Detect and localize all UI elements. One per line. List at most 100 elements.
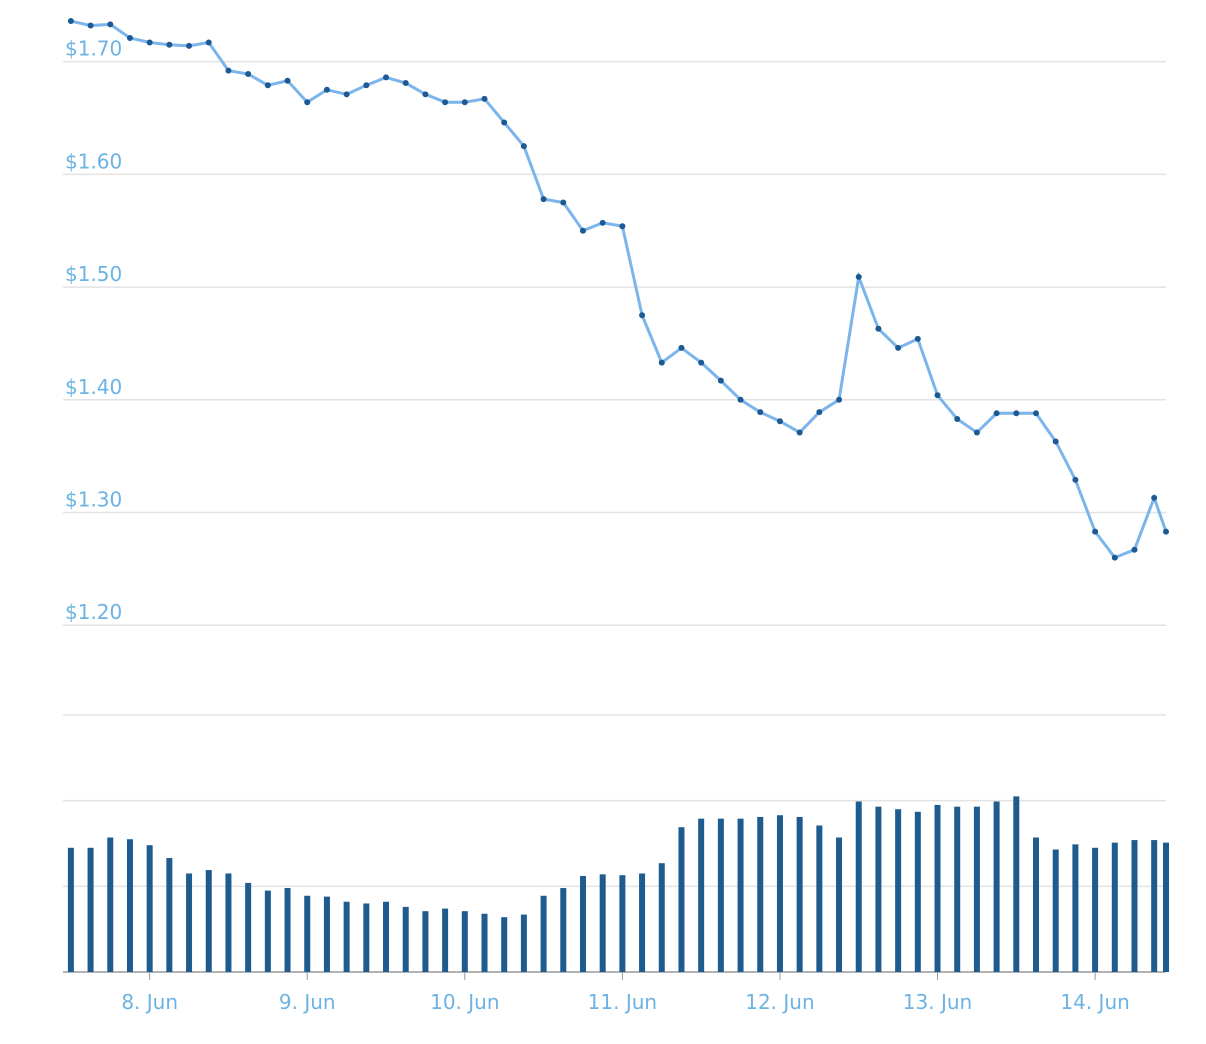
volume-bar <box>383 901 390 972</box>
volume-bar <box>658 863 665 972</box>
volume-bar <box>973 806 980 972</box>
price-point <box>816 409 823 416</box>
price-point <box>1013 410 1020 417</box>
volume-bar <box>1151 840 1158 972</box>
price-point <box>855 273 862 280</box>
volume-bar <box>1131 840 1138 972</box>
price-point <box>402 80 409 87</box>
price-point <box>934 392 941 399</box>
volume-bar <box>993 801 1000 972</box>
volume-bar <box>1163 842 1169 972</box>
price-point <box>757 409 764 416</box>
volume-bar <box>87 847 94 972</box>
price-point <box>323 86 330 93</box>
y-tick-label: $1.60 <box>65 149 122 173</box>
price-point <box>678 344 685 351</box>
volume-bar <box>422 911 429 972</box>
x-tick-label: 9. Jun <box>279 990 336 1014</box>
price-point <box>304 99 311 106</box>
price-point <box>481 95 488 102</box>
volume-bar <box>146 845 153 972</box>
x-tick-label: 8. Jun <box>121 990 178 1014</box>
price-point <box>639 312 646 319</box>
price-point <box>205 39 212 46</box>
y-tick-label: $1.50 <box>65 262 122 286</box>
volume-bar <box>599 874 606 972</box>
volume-bar <box>304 895 311 972</box>
price-point <box>895 344 902 351</box>
price-point <box>422 91 429 98</box>
price-point <box>1033 410 1040 417</box>
volume-bar <box>836 837 843 972</box>
price-point <box>1151 494 1158 501</box>
volume-bar <box>1072 844 1079 972</box>
volume-bar <box>166 858 173 972</box>
volume-bar <box>954 806 961 972</box>
price-point <box>363 82 370 89</box>
price-point <box>1111 554 1118 561</box>
volume-bar <box>1052 849 1059 972</box>
price-point <box>776 418 783 425</box>
price-point <box>619 223 626 230</box>
volume-bar <box>540 895 547 972</box>
volume-bar <box>914 811 921 972</box>
price-point <box>1072 476 1079 483</box>
volume-bar <box>1111 842 1118 972</box>
price-point <box>658 359 665 366</box>
volume-bar <box>481 913 488 972</box>
volume-bar <box>205 870 212 972</box>
volume-bar <box>363 903 370 972</box>
volume-bar <box>186 873 193 972</box>
price-point <box>186 42 193 49</box>
x-tick-label: 14. Jun <box>1060 990 1129 1014</box>
price-point <box>166 41 173 48</box>
volume-bar <box>855 801 862 972</box>
volume-bar <box>1013 796 1020 972</box>
price-point <box>284 77 291 84</box>
y-tick-label: $1.40 <box>65 375 122 399</box>
price-point <box>836 396 843 403</box>
price-point <box>501 119 508 126</box>
volume-bar <box>816 825 823 972</box>
price-point <box>698 359 705 366</box>
price-point <box>67 18 74 25</box>
volume-bar <box>107 837 114 972</box>
volume-bar <box>796 816 803 972</box>
volume-bar <box>343 901 350 972</box>
volume-bar <box>639 873 646 972</box>
price-point <box>560 199 567 206</box>
price-point <box>87 22 94 29</box>
volume-bar <box>323 896 330 972</box>
y-tick-label: $1.70 <box>65 37 122 61</box>
volume-bar <box>619 875 626 972</box>
volume-bar <box>245 882 252 972</box>
price-point <box>343 91 350 98</box>
volume-bar <box>895 809 902 972</box>
volume-bar <box>1033 837 1040 972</box>
price-point <box>146 39 153 46</box>
price-line <box>70 19 1168 560</box>
price-point <box>1131 546 1138 553</box>
volume-bar <box>264 890 271 972</box>
price-point <box>954 415 961 422</box>
price-point <box>461 99 468 106</box>
volume-bar <box>737 818 744 972</box>
volume-bar <box>678 827 685 972</box>
y-tick-label: $1.30 <box>65 488 122 512</box>
volume-bar <box>579 876 586 972</box>
price-point <box>126 34 133 41</box>
price-point <box>264 82 271 89</box>
price-point <box>717 377 724 384</box>
x-tick-label: 11. Jun <box>588 990 657 1014</box>
price-point <box>993 410 1000 417</box>
y-tick-label: $1.20 <box>65 600 122 624</box>
x-tick-label: 10. Jun <box>430 990 499 1014</box>
volume-bar <box>776 815 783 972</box>
price-point <box>914 335 921 342</box>
volume-bar <box>284 888 291 972</box>
volume-bar <box>126 839 133 972</box>
x-tick-label: 12. Jun <box>745 990 814 1014</box>
volume-bar <box>225 873 232 972</box>
volume-bar <box>520 914 527 972</box>
